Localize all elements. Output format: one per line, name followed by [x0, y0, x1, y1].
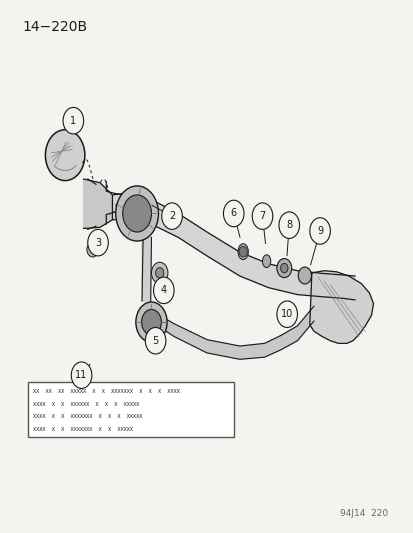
Circle shape	[63, 108, 83, 134]
Text: 14−220B: 14−220B	[22, 20, 87, 34]
Text: 94J14  220: 94J14 220	[339, 510, 387, 519]
Text: 9: 9	[316, 226, 323, 236]
Polygon shape	[112, 193, 354, 300]
Circle shape	[135, 302, 167, 342]
Text: 8: 8	[285, 220, 292, 230]
Circle shape	[122, 195, 151, 232]
Circle shape	[45, 130, 85, 181]
Circle shape	[141, 310, 161, 335]
Text: 11: 11	[75, 370, 88, 380]
Text: 2: 2	[169, 211, 175, 221]
Text: 5: 5	[152, 336, 158, 346]
Circle shape	[252, 203, 272, 229]
Circle shape	[115, 186, 158, 241]
Circle shape	[153, 277, 174, 304]
Circle shape	[278, 212, 299, 238]
Circle shape	[71, 362, 92, 389]
Text: 4: 4	[160, 285, 166, 295]
Circle shape	[276, 301, 297, 327]
Circle shape	[145, 327, 166, 354]
Circle shape	[161, 203, 182, 229]
Polygon shape	[145, 304, 313, 359]
Circle shape	[88, 229, 108, 256]
Text: 7: 7	[259, 211, 265, 221]
Polygon shape	[309, 271, 373, 343]
Circle shape	[223, 200, 243, 227]
Circle shape	[151, 262, 168, 284]
Circle shape	[276, 259, 291, 278]
Text: 10: 10	[280, 309, 292, 319]
Text: 1: 1	[70, 116, 76, 126]
Circle shape	[155, 268, 164, 278]
Ellipse shape	[237, 244, 248, 260]
Circle shape	[238, 246, 247, 257]
Text: XXXX  X  X  XXXXXX  X  X  X  XXXXX: XXXX X X XXXXXX X X X XXXXX	[33, 402, 139, 407]
Text: XX  XX  XX  XXXXX  X  X  XXXXXXX  X  X  X  XXXX: XX XX XX XXXXX X X XXXXXXX X X X XXXX	[33, 389, 180, 394]
Text: 6: 6	[230, 208, 236, 219]
Circle shape	[298, 267, 311, 284]
Polygon shape	[142, 229, 150, 303]
Circle shape	[280, 263, 287, 273]
Circle shape	[309, 217, 330, 244]
Circle shape	[87, 242, 98, 257]
Polygon shape	[83, 179, 112, 228]
FancyBboxPatch shape	[28, 382, 233, 437]
Text: XXXX  X  X  XXXXXXX  X  X  X  XXXXX: XXXX X X XXXXXXX X X X XXXXX	[33, 415, 142, 419]
Text: 3: 3	[95, 238, 101, 248]
Ellipse shape	[262, 255, 270, 268]
Text: XXXX  X  X  XXXXXXX  X  X  XXXXX: XXXX X X XXXXXXX X X XXXXX	[33, 427, 133, 432]
